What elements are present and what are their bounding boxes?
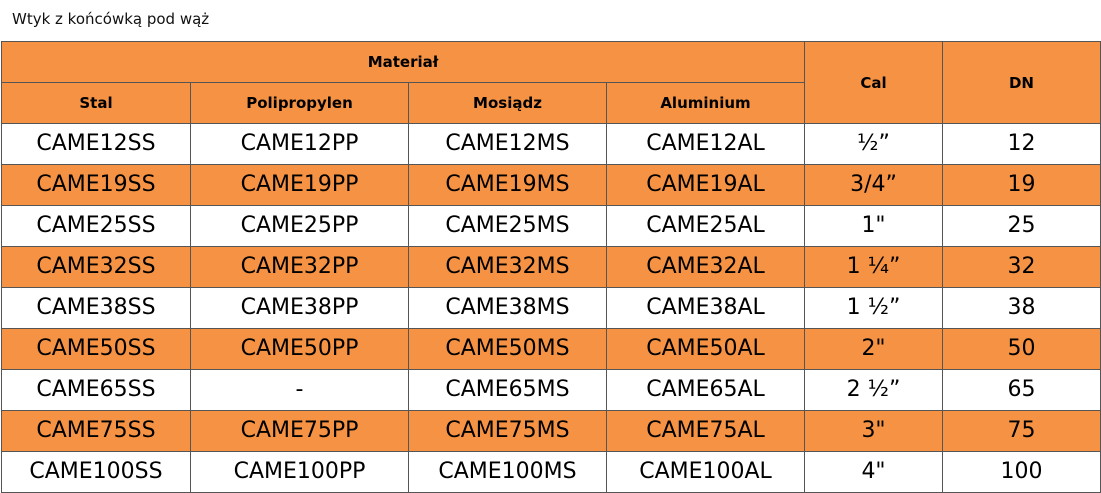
table-cell: CAME19AL bbox=[606, 164, 805, 206]
table-cell: 2" bbox=[804, 328, 943, 370]
table-cell: CAME12MS bbox=[408, 123, 607, 165]
table-cell: CAME32MS bbox=[408, 246, 607, 288]
table-cell: CAME12PP bbox=[190, 123, 409, 165]
table-cell: - bbox=[190, 369, 409, 411]
table-cell: 19 bbox=[942, 164, 1101, 206]
table-row: CAME25SS CAME25PP CAME25MS CAME25AL 1" 25 bbox=[1, 205, 1101, 247]
table-cell: CAME19PP bbox=[190, 164, 409, 206]
table-cell: CAME25SS bbox=[1, 205, 191, 247]
table-cell: 3" bbox=[804, 410, 943, 452]
table-cell: 65 bbox=[942, 369, 1101, 411]
table-cell: CAME50AL bbox=[606, 328, 805, 370]
table-cell: CAME38AL bbox=[606, 287, 805, 329]
table-cell: CAME65AL bbox=[606, 369, 805, 411]
table-cell: CAME32PP bbox=[190, 246, 409, 288]
table-cell: 50 bbox=[942, 328, 1101, 370]
table-cell: 1 ½” bbox=[804, 287, 943, 329]
table-cell: 1" bbox=[804, 205, 943, 247]
table-cell: CAME32SS bbox=[1, 246, 191, 288]
table-cell: ½” bbox=[804, 123, 943, 165]
table-row: CAME12SS CAME12PP CAME12MS CAME12AL ½” 12 bbox=[1, 123, 1101, 165]
table-cell: CAME50MS bbox=[408, 328, 607, 370]
table-cell: CAME19MS bbox=[408, 164, 607, 206]
table-row: CAME65SS - CAME65MS CAME65AL 2 ½” 65 bbox=[1, 369, 1101, 411]
table-row: CAME50SS CAME50PP CAME50MS CAME50AL 2" 50 bbox=[1, 328, 1101, 370]
table-cell: CAME100PP bbox=[190, 451, 409, 493]
table-cell: CAME65SS bbox=[1, 369, 191, 411]
table-cell: CAME65MS bbox=[408, 369, 607, 411]
table-cell: 38 bbox=[942, 287, 1101, 329]
table-cell: 2 ½” bbox=[804, 369, 943, 411]
table-cell: CAME19SS bbox=[1, 164, 191, 206]
table-cell: CAME25AL bbox=[606, 205, 805, 247]
table-cell: 75 bbox=[942, 410, 1101, 452]
table-cell: CAME38SS bbox=[1, 287, 191, 329]
title: Wtyk z końcówką pod wąż bbox=[12, 10, 210, 28]
table-cell: CAME75AL bbox=[606, 410, 805, 452]
table-cell: CAME50PP bbox=[190, 328, 409, 370]
table-cell: CAME75PP bbox=[190, 410, 409, 452]
table-cell: CAME32AL bbox=[606, 246, 805, 288]
table-cell: 1 ¼” bbox=[804, 246, 943, 288]
table-cell: CAME38PP bbox=[190, 287, 409, 329]
table-cell: CAME25MS bbox=[408, 205, 607, 247]
table-cell: CAME12SS bbox=[1, 123, 191, 165]
table-cell: 25 bbox=[942, 205, 1101, 247]
table-row: CAME32SS CAME32PP CAME32MS CAME32AL 1 ¼” 32 bbox=[1, 246, 1101, 288]
table-cell: 3/4” bbox=[804, 164, 943, 206]
table-cell: CAME100AL bbox=[606, 451, 805, 493]
table-cell: 4" bbox=[804, 451, 943, 493]
table-cell: CAME75SS bbox=[1, 410, 191, 452]
table-row: CAME100SS CAME100PP CAME100MS CAME100AL 4" 10… bbox=[1, 451, 1101, 493]
table-cell: CAME100MS bbox=[408, 451, 607, 493]
column-header: Cal bbox=[804, 41, 943, 124]
table-row: CAME19SS CAME19PP CAME19MS CAME19AL 3/4” 19 bbox=[1, 164, 1101, 206]
column-header: Polipropylen bbox=[190, 82, 409, 124]
table-row: CAME75SS CAME75PP CAME75MS CAME75AL 3" 75 bbox=[1, 410, 1101, 452]
table-cell: 100 bbox=[942, 451, 1101, 493]
column-header: Stal bbox=[1, 82, 191, 124]
table-body: CAME12SS CAME12PP CAME12MS CAME12AL ½” 12 CAME… bbox=[1, 123, 1101, 493]
table-cell: CAME50SS bbox=[1, 328, 191, 370]
table-cell: CAME12AL bbox=[606, 123, 805, 165]
table-cell: CAME100SS bbox=[1, 451, 191, 493]
group-header: Materiał bbox=[1, 41, 805, 83]
table-row: CAME38SS CAME38PP CAME38MS CAME38AL 1 ½” 38 bbox=[1, 287, 1101, 329]
column-header: Aluminium bbox=[606, 82, 805, 124]
column-header: Mosiądz bbox=[408, 82, 607, 124]
table: Materiał Cal DN Stal Polipropylen Mosiąd… bbox=[1, 41, 1101, 493]
table-cell: CAME38MS bbox=[408, 287, 607, 329]
table-cell: CAME25PP bbox=[190, 205, 409, 247]
table-cell: CAME75MS bbox=[408, 410, 607, 452]
column-header: DN bbox=[942, 41, 1101, 124]
table-cell: 12 bbox=[942, 123, 1101, 165]
table-cell: 32 bbox=[942, 246, 1101, 288]
